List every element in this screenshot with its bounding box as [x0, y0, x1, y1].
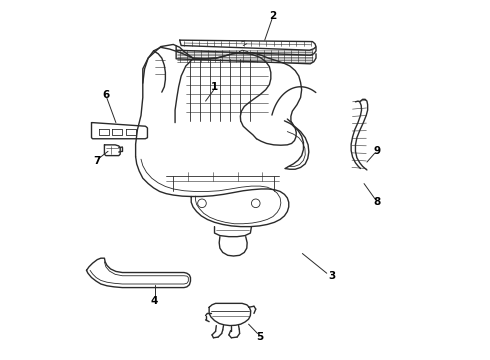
Text: 8: 8 — [373, 197, 381, 207]
Text: 5: 5 — [256, 332, 263, 342]
Text: 7: 7 — [94, 156, 101, 166]
Text: 3: 3 — [328, 271, 336, 281]
Text: 6: 6 — [102, 90, 109, 100]
Text: 1: 1 — [211, 82, 218, 92]
Text: 9: 9 — [373, 145, 381, 156]
Text: 2: 2 — [270, 11, 276, 21]
Text: 4: 4 — [151, 296, 158, 306]
